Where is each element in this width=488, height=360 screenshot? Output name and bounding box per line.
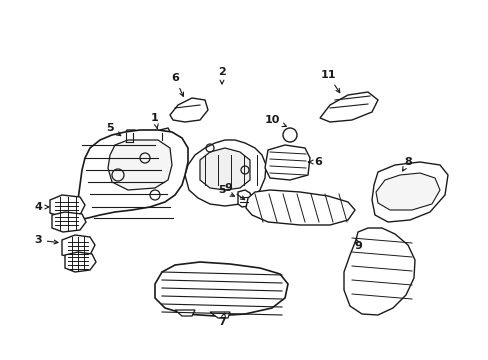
Polygon shape [122,130,138,146]
Text: 1: 1 [151,113,159,129]
Polygon shape [155,128,172,145]
Polygon shape [108,140,172,190]
Polygon shape [264,145,309,180]
Polygon shape [200,148,249,190]
Text: 5: 5 [218,185,234,196]
Text: 5: 5 [106,123,121,136]
Polygon shape [184,140,265,206]
Text: 4: 4 [34,202,49,212]
Polygon shape [319,92,377,122]
Text: 7: 7 [218,313,225,327]
Polygon shape [175,310,195,316]
Polygon shape [170,98,207,122]
Polygon shape [343,228,414,315]
Polygon shape [371,162,447,222]
Polygon shape [209,312,229,318]
Text: 8: 8 [402,157,411,171]
Text: 10: 10 [264,115,286,127]
Text: 2: 2 [218,67,225,84]
Polygon shape [155,262,287,316]
Text: 9: 9 [353,238,361,251]
Text: 6: 6 [171,73,183,96]
Text: 6: 6 [308,157,321,167]
Polygon shape [52,212,86,232]
Polygon shape [245,190,354,225]
Polygon shape [75,130,187,220]
Polygon shape [50,195,85,217]
Polygon shape [65,252,96,272]
Polygon shape [62,235,95,258]
Polygon shape [238,190,251,207]
Text: 3: 3 [34,235,58,245]
Text: 11: 11 [320,70,339,93]
Polygon shape [375,173,439,210]
Text: 9: 9 [224,183,244,200]
